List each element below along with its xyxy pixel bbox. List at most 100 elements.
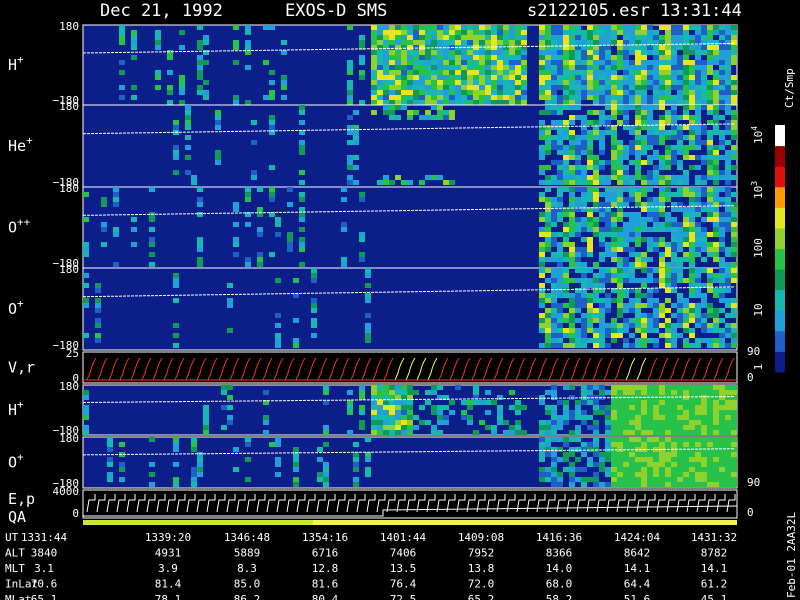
spectrogram-cell (479, 30, 485, 35)
spectrogram-cell (713, 420, 719, 425)
spectrogram-cell (647, 390, 653, 395)
spectrogram-cell (587, 462, 593, 467)
spectrogram-cell (593, 462, 599, 467)
spectrogram-cell (275, 457, 281, 462)
spectrogram-cell (569, 25, 575, 30)
spectrogram-cell (569, 472, 575, 477)
spectrogram-cell (545, 247, 551, 252)
spectrogram-cell (641, 115, 647, 120)
spectrogram-cell (443, 110, 449, 115)
spectrogram-cell (581, 187, 587, 192)
spectrogram-cell (677, 247, 683, 252)
spectrogram-cell (557, 268, 563, 273)
spectrogram-cell (647, 467, 653, 472)
spectrogram-cell (479, 95, 485, 100)
spectrogram-cell (725, 85, 731, 90)
spectrogram-cell (545, 125, 551, 130)
spectrogram-cell (569, 242, 575, 247)
spectrogram-cell (629, 130, 635, 135)
spectrogram-cell (665, 187, 671, 192)
spectrogram-cell (581, 333, 587, 338)
spectrogram-cell (629, 217, 635, 222)
spectrogram-cell (539, 328, 545, 333)
spectrogram-cell (461, 90, 467, 95)
spectrogram-cell (323, 385, 329, 390)
spectrogram-cell (197, 212, 203, 217)
spectrogram-cell (287, 232, 293, 237)
spectrogram-cell (731, 400, 737, 405)
spectrogram-cell (719, 70, 725, 75)
spectrogram-cell (617, 333, 623, 338)
spectrogram-cell (725, 35, 731, 40)
spectrogram-cell (437, 410, 443, 415)
spectrogram-cell (377, 415, 383, 420)
spectrogram-cell (647, 318, 653, 323)
spectrogram-cell (641, 278, 647, 283)
spectrogram-cell (599, 70, 605, 75)
spectrogram-cell (725, 70, 731, 75)
spectrogram-cell (689, 65, 695, 70)
spectrogram-cell (653, 442, 659, 447)
spectrogram-cell (539, 227, 545, 232)
spectrogram-cell (713, 405, 719, 410)
spectrogram-cell (395, 45, 401, 50)
spectrogram-cell (641, 430, 647, 435)
spectrogram-cell (725, 80, 731, 85)
spectrogram-cell (119, 462, 125, 467)
spectrogram-cell (707, 140, 713, 145)
spectrogram-cell (671, 278, 677, 283)
spectrogram-cell (695, 452, 701, 457)
spectrogram-cell (617, 437, 623, 442)
spectrogram-cell (617, 75, 623, 80)
spectrogram-cell (623, 293, 629, 298)
spectrogram-cell (551, 90, 557, 95)
spectrogram-cell (677, 95, 683, 100)
spectrogram-cell (719, 395, 725, 400)
spectrogram-cell (665, 227, 671, 232)
spectrogram-cell (245, 25, 251, 30)
spectrogram-cell (629, 197, 635, 202)
spectrogram-cell (269, 25, 275, 30)
spectrogram-cell (599, 55, 605, 60)
spectrogram-cell (623, 273, 629, 278)
spectrogram-cell (635, 442, 641, 447)
spectrogram-cell (725, 273, 731, 278)
spectrogram-cell (683, 170, 689, 175)
spectrogram-cell (377, 85, 383, 90)
spectrogram-cell (671, 227, 677, 232)
spectrogram-cell (551, 323, 557, 328)
spectrogram-cell (635, 390, 641, 395)
spectrogram-cell (437, 415, 443, 420)
spectrogram-cell (659, 187, 665, 192)
spectrogram-cell (707, 202, 713, 207)
spectrogram-cell (599, 35, 605, 40)
spectrogram-cell (587, 75, 593, 80)
spectrogram-cell (581, 420, 587, 425)
spectrogram-cell (587, 227, 593, 232)
spectrogram-cell (707, 425, 713, 430)
spectrogram-cell (617, 430, 623, 435)
spectrogram-cell (683, 100, 689, 105)
spectrogram-cell (653, 328, 659, 333)
spectrogram-cell (623, 467, 629, 472)
spectrogram-cell (461, 85, 467, 90)
spectrogram-cell (683, 442, 689, 447)
spectrogram-cell (395, 430, 401, 435)
spectrogram-cell (617, 160, 623, 165)
spectrogram-cell (707, 60, 713, 65)
spectrogram-cell (551, 457, 557, 462)
spectrogram-cell (557, 125, 563, 130)
spectrogram-cell (683, 452, 689, 457)
spectrogram-cell (413, 425, 419, 430)
spectrogram-cell (293, 343, 299, 348)
spectrogram-cell (689, 410, 695, 415)
spectrogram-cell (503, 65, 509, 70)
spectrogram-cell (581, 175, 587, 180)
spectrogram-cell (449, 40, 455, 45)
spectrogram-cell (197, 70, 203, 75)
spectrogram-cell (593, 430, 599, 435)
spectrogram-cell (497, 75, 503, 80)
spectrogram-cell (647, 457, 653, 462)
